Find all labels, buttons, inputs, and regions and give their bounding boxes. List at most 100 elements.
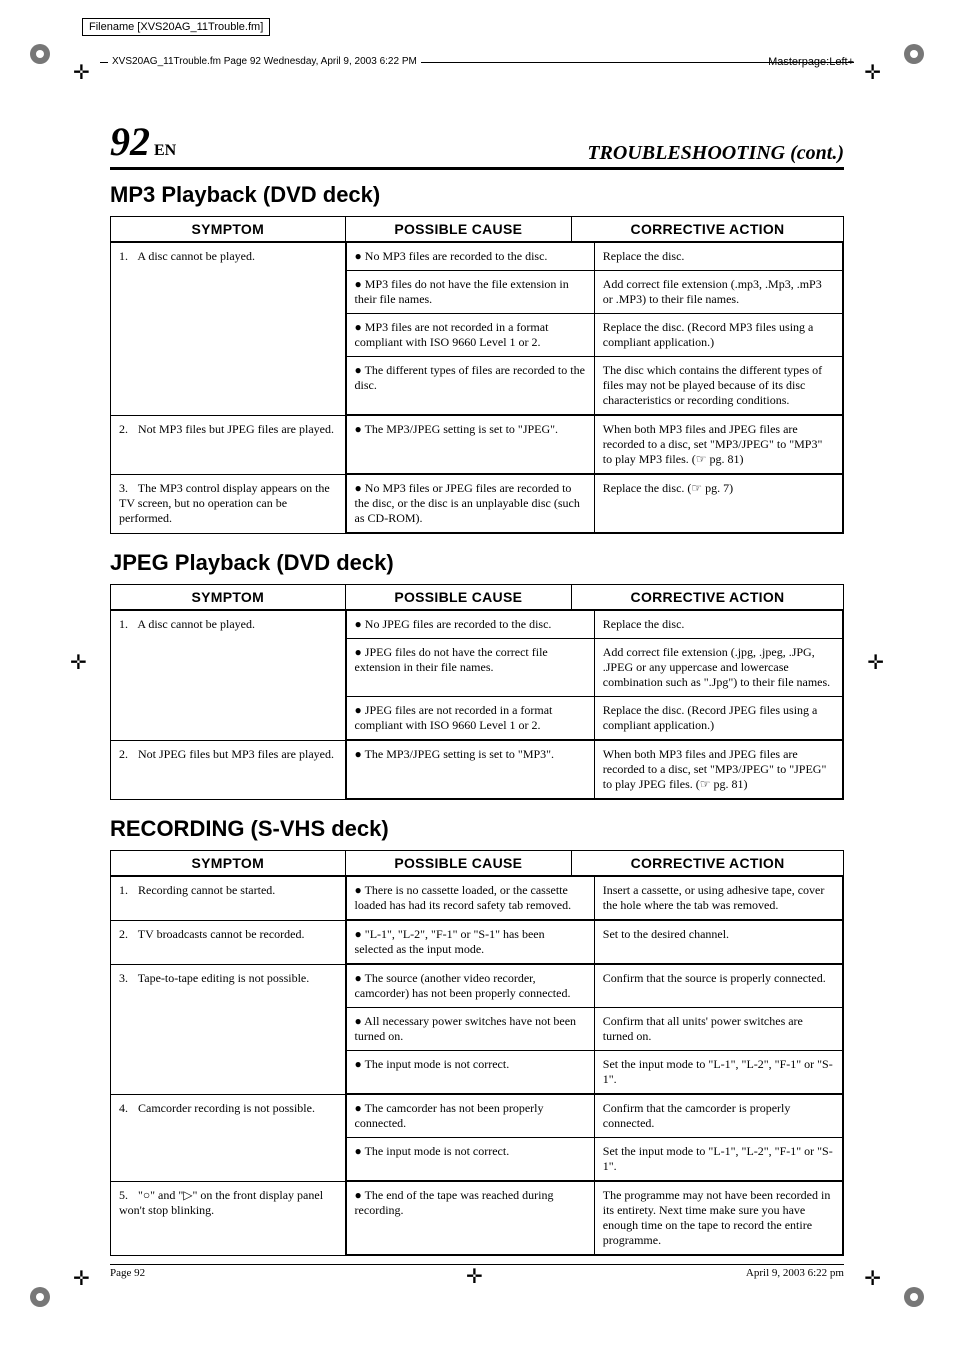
filename-box: Filename [XVS20AG_11Trouble.fm]: [82, 18, 270, 36]
possible-cause: ● The camcorder has not been properly co…: [346, 1095, 594, 1138]
possible-cause: ● No MP3 files or JPEG files are recorde…: [346, 475, 594, 533]
registration-mark-icon: ✛: [864, 1266, 881, 1291]
footer-right: April 9, 2003 6:22 pm: [746, 1267, 844, 1279]
symptom-cell: 4. Camcorder recording is not possible.: [111, 1095, 346, 1182]
registration-mark-icon: ✛: [73, 1266, 90, 1291]
possible-cause: ● MP3 files are not recorded in a format…: [346, 314, 594, 357]
page-heading-row: 92EN TROUBLESHOOTING (cont.): [110, 118, 844, 170]
cause-action-cell: ● The MP3/JPEG setting is set to "MP3".W…: [345, 741, 843, 800]
table-row: 2. Not JPEG files but MP3 files are play…: [111, 741, 844, 800]
corrective-action: Set the input mode to "L-1", "L-2", "F-1…: [594, 1051, 842, 1094]
corrective-action: When both MP3 files and JPEG files are r…: [594, 741, 842, 799]
possible-cause: ● No JPEG files are recorded to the disc…: [346, 611, 594, 639]
possible-cause: ● All necessary power switches have not …: [346, 1008, 594, 1051]
table-row: 1. Recording cannot be started.● There i…: [111, 876, 844, 921]
possible-cause: ● JPEG files do not have the correct fil…: [346, 639, 594, 697]
cause-action-cell: ● There is no cassette loaded, or the ca…: [345, 876, 843, 921]
possible-cause: ● The input mode is not correct.: [346, 1138, 594, 1181]
symptom-cell: 3. The MP3 control display appears on th…: [111, 475, 346, 534]
possible-cause: ● The end of the tape was reached during…: [346, 1182, 594, 1255]
column-header: SYMPTOM: [111, 585, 346, 611]
symptom-cell: 3. Tape-to-tape editing is not possible.: [111, 965, 346, 1095]
table-row: 3. The MP3 control display appears on th…: [111, 475, 844, 534]
possible-cause: ● MP3 files do not have the file extensi…: [346, 271, 594, 314]
symptom-cell: 1. A disc cannot be played.: [111, 610, 346, 741]
page-number-value: 92: [110, 119, 150, 164]
corrective-action: Add correct file extension (.mp3, .Mp3, …: [594, 271, 842, 314]
column-header: POSSIBLE CAUSE: [345, 217, 571, 243]
cause-action-cell: ● No JPEG files are recorded to the disc…: [345, 610, 843, 741]
corrective-action: Set to the desired channel.: [594, 921, 842, 964]
symptom-cell: 1. Recording cannot be started.: [111, 876, 346, 921]
cause-action-cell: ● The end of the tape was reached during…: [345, 1182, 843, 1256]
corner-ornament-icon: [902, 42, 926, 66]
corrective-action: Replace the disc.: [594, 243, 842, 271]
corner-ornament-icon: [902, 1285, 926, 1309]
table-row: 5. "○" and "▷" on the front display pane…: [111, 1182, 844, 1256]
corner-ornament-icon: [28, 1285, 52, 1309]
page: ✛ ✛ ✛ ✛ ✛ ✛ ✛ Filename [XVS20AG_11Troubl…: [0, 0, 954, 1351]
possible-cause: ● There is no cassette loaded, or the ca…: [346, 877, 594, 920]
corrective-action: When both MP3 files and JPEG files are r…: [594, 416, 842, 474]
possible-cause: ● The MP3/JPEG setting is set to "MP3".: [346, 741, 594, 799]
possible-cause: ● No MP3 files are recorded to the disc.: [346, 243, 594, 271]
page-number: 92EN: [110, 118, 176, 165]
corrective-action: Replace the disc. (☞ pg. 7): [594, 475, 842, 533]
corrective-action: Confirm that all units' power switches a…: [594, 1008, 842, 1051]
registration-mark-icon: ✛: [864, 60, 881, 85]
table-row: 3. Tape-to-tape editing is not possible.…: [111, 965, 844, 1095]
registration-mark-icon: ✛: [73, 60, 90, 85]
registration-mark-icon: ✛: [70, 650, 87, 675]
symptom-cell: 2. Not MP3 files but JPEG files are play…: [111, 416, 346, 475]
troubleshooting-table: SYMPTOMPOSSIBLE CAUSECORRECTIVE ACTION1.…: [110, 216, 844, 534]
possible-cause: ● The MP3/JPEG setting is set to "JPEG".: [346, 416, 594, 474]
corrective-action: Replace the disc. (Record MP3 files usin…: [594, 314, 842, 357]
corrective-action: Confirm that the source is properly conn…: [594, 965, 842, 1008]
content-area: 92EN TROUBLESHOOTING (cont.) MP3 Playbac…: [110, 118, 844, 1266]
page-lang: EN: [154, 142, 176, 159]
possible-cause: ● The different types of files are recor…: [346, 357, 594, 415]
table-row: 2. TV broadcasts cannot be recorded.● "L…: [111, 921, 844, 965]
cause-action-cell: ● The camcorder has not been properly co…: [345, 1095, 843, 1182]
corrective-action: Insert a cassette, or using adhesive tap…: [594, 877, 842, 920]
possible-cause: ● The input mode is not correct.: [346, 1051, 594, 1094]
column-header: SYMPTOM: [111, 217, 346, 243]
cause-action-cell: ● The source (another video recorder, ca…: [345, 965, 843, 1095]
table-row: 1. A disc cannot be played.● No JPEG fil…: [111, 610, 844, 741]
corner-ornament-icon: [28, 42, 52, 66]
corrective-action: Replace the disc.: [594, 611, 842, 639]
troubleshooting-table: SYMPTOMPOSSIBLE CAUSECORRECTIVE ACTION1.…: [110, 850, 844, 1256]
footer: Page 92 April 9, 2003 6:22 pm: [110, 1264, 844, 1279]
cause-action-cell: ● "L-1", "L-2", "F-1" or "S-1" has been …: [345, 921, 843, 965]
corrective-action: Replace the disc. (Record JPEG files usi…: [594, 697, 842, 740]
table-row: 1. A disc cannot be played.● No MP3 file…: [111, 242, 844, 416]
sections-host: MP3 Playback (DVD deck)SYMPTOMPOSSIBLE C…: [110, 182, 844, 1266]
column-header: CORRECTIVE ACTION: [572, 217, 844, 243]
possible-cause: ● The source (another video recorder, ca…: [346, 965, 594, 1008]
cause-action-cell: ● No MP3 files are recorded to the disc.…: [345, 242, 843, 416]
corrective-action: Set the input mode to "L-1", "L-2", "F-1…: [594, 1138, 842, 1181]
symptom-cell: 1. A disc cannot be played.: [111, 242, 346, 416]
cause-action-cell: ● No MP3 files or JPEG files are recorde…: [345, 475, 843, 534]
column-header: CORRECTIVE ACTION: [572, 851, 844, 877]
column-header: SYMPTOM: [111, 851, 346, 877]
corrective-action: The programme may not have been recorded…: [594, 1182, 842, 1255]
page-heading-right: TROUBLESHOOTING (cont.): [587, 142, 844, 165]
symptom-cell: 2. TV broadcasts cannot be recorded.: [111, 921, 346, 965]
registration-mark-icon: ✛: [867, 650, 884, 675]
corrective-action: The disc which contains the different ty…: [594, 357, 842, 415]
column-header: POSSIBLE CAUSE: [345, 851, 572, 877]
corrective-action: Add correct file extension (.jpg, .jpeg,…: [594, 639, 842, 697]
possible-cause: ● "L-1", "L-2", "F-1" or "S-1" has been …: [346, 921, 594, 964]
masterpage-label: Masterpage:Left+: [768, 56, 854, 68]
table-row: 2. Not MP3 files but JPEG files are play…: [111, 416, 844, 475]
table-row: 4. Camcorder recording is not possible.●…: [111, 1095, 844, 1182]
column-header: CORRECTIVE ACTION: [572, 585, 844, 611]
troubleshooting-table: SYMPTOMPOSSIBLE CAUSECORRECTIVE ACTION1.…: [110, 584, 844, 800]
cause-action-cell: ● The MP3/JPEG setting is set to "JPEG".…: [345, 416, 843, 475]
corrective-action: Confirm that the camcorder is properly c…: [594, 1095, 842, 1138]
symptom-cell: 5. "○" and "▷" on the front display pane…: [111, 1182, 346, 1256]
symptom-cell: 2. Not JPEG files but MP3 files are play…: [111, 741, 346, 800]
section-title: MP3 Playback (DVD deck): [110, 182, 844, 208]
section-title: RECORDING (S-VHS deck): [110, 816, 844, 842]
